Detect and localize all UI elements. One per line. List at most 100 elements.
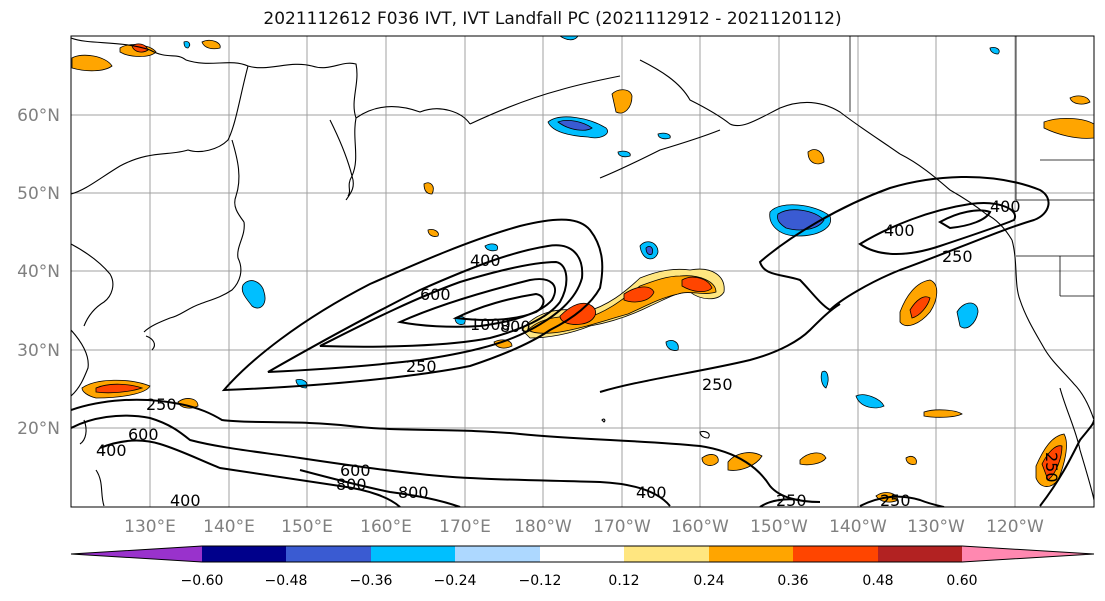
coastlines [71,37,1094,507]
pos-patch [1041,445,1063,481]
contour-label: 250 [146,395,177,414]
pos-patch [71,54,113,72]
lon-tick-label: 160°E [360,517,412,537]
contour-label: 250 [1042,452,1061,483]
contour-1000-main [452,292,545,321]
lon-tick-label: 160°W [671,517,729,537]
colorbar-tick-label: 0.12 [608,573,639,589]
contour-label: 250 [702,375,733,394]
contour-labels: 600 400 1000 800 250 400 250 250 250 600… [96,197,1061,510]
coastline-asia-north [71,37,358,197]
pos-patch [909,296,931,319]
contour-label: 800 [500,317,531,336]
lon-tick-label: 180°W [514,517,572,537]
positive-anomaly-patches [71,40,1094,503]
colorbar-extend-max [962,546,1094,562]
pos-patch [611,89,633,114]
pos-patch [177,398,199,409]
coastline-okhotsk [71,65,249,195]
colorbar-segment [709,546,793,562]
coastline-china [71,329,89,397]
contour-label: 600 [420,285,451,304]
contour-250-se2 [859,495,945,507]
colorbar-extend-min [71,546,202,562]
colorbar-tick-label: 0.48 [862,573,893,589]
pos-patch [923,409,963,418]
contour-label: 400 [884,221,915,240]
neg-patch [241,280,266,309]
pos-patch [1069,95,1091,105]
neg-patch [617,150,631,158]
contour-250-bot [759,498,801,507]
colorbar-segment [455,546,540,562]
lat-tick-label: 50°N [17,184,60,204]
contour-label: 250 [776,491,807,510]
contour-400-main [267,244,584,373]
contour-label: 250 [942,247,973,266]
coastline-korea [71,243,114,327]
contour-600-ne [938,209,992,230]
pos-patch [623,286,655,303]
contour-400-sw [71,414,671,507]
pos-patch [1043,118,1094,139]
colorbar-tick-label: 0.60 [946,573,977,589]
colorbar-tick-label: −0.48 [265,573,308,589]
coastline-kyushu [145,335,155,351]
colorbar-tick-label: −0.12 [519,573,562,589]
contour-label: 400 [990,197,1021,216]
coastline-aleutians [599,129,721,179]
contour-250-mid [599,303,841,393]
contour-250-se [1039,419,1094,507]
contour-250-ne [758,175,1050,312]
coastline-mexico [1059,387,1094,501]
pos-patch [807,149,825,165]
colorbar-ticks: −0.60 −0.48 −0.36 −0.24 −0.12 0.12 0.24 … [181,573,978,589]
contour-label: 400 [96,441,127,460]
coastline-philippines [95,469,105,507]
pos-patch [423,182,434,195]
contour-400-ne [858,202,1017,255]
contour-label: 1000 [470,315,511,334]
lon-tick-label: 130°E [124,517,176,537]
lon-tick-label: 140°W [829,517,887,537]
contour-250-main [221,218,604,392]
lat-tick-labels: 60°N 50°N 40°N 30°N 20°N [17,106,60,439]
pos-patch [95,383,144,394]
neg-patch [183,41,191,49]
neg-patch [956,302,979,329]
contour-label: 250 [406,357,437,376]
colorbar [70,545,1095,563]
colorbar-segment [202,546,286,562]
lat-tick-label: 60°N [17,106,60,126]
pos-patch [701,454,719,466]
neg-patch [665,340,679,351]
colorbar-segment [371,546,455,562]
contour-label: 600 [128,425,159,444]
colorbar-segment [286,546,371,562]
coastline-midway [601,418,606,423]
contour-800-main [396,278,557,328]
contour-800-sw [299,469,461,507]
lon-tick-label: 170°W [593,517,651,537]
ivt-contours [71,175,1094,507]
contour-label: 400 [470,251,501,270]
colorbar-segment [878,546,962,562]
neg-patch [657,132,671,140]
coastline-us-west [1011,239,1094,421]
lon-tick-label: 130°W [907,517,965,537]
contour-label: 800 [336,475,367,494]
coastline-kamchatka [329,119,354,201]
contour-250-sw [71,398,821,503]
contour-600-sw [99,439,401,507]
pos-patch [681,276,713,292]
lat-tick-label: 40°N [17,262,60,282]
pos-patch [493,339,513,349]
contour-label: 250 [880,491,911,510]
political-borders [849,36,1094,297]
lon-tick-label: 170°E [439,517,491,537]
colorbar-segment [793,546,878,562]
contour-label: 400 [170,491,201,510]
lon-tick-label: 150°W [750,517,808,537]
coastline-chukotka [469,75,621,125]
neg-patch [989,47,1000,55]
